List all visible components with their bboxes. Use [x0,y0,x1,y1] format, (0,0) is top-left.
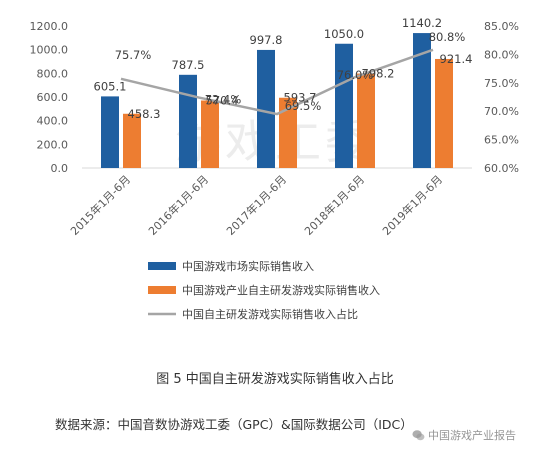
x-category-label: 2019年1月-6月 [379,172,445,238]
figure-caption: 图 5 中国自主研发游戏实际销售收入占比 [156,372,394,387]
bar-market-revenue [179,74,197,168]
ratio-label: 69.5% [285,99,322,113]
legend-label: 中国自主研发游戏实际销售收入占比 [182,307,358,321]
bars [101,33,453,169]
left-tick-label: 200.0 [37,138,69,151]
legend-label: 中国游戏产业自主研发游戏实际销售收入 [182,283,380,297]
x-axis-categories: 2015年1月-6月 2016年1月-6月 2017年1月-6月 2018年1月-6月… [67,172,445,238]
left-tick-label: 0.0 [51,162,69,175]
bar-market-revenue [335,43,353,168]
x-category-label: 2015年1月-6月 [67,172,133,238]
left-axis: 0.0 200.0 400.0 600.0 800.0 1000.0 1200.0 [30,20,69,175]
left-tick-label: 400.0 [37,115,69,128]
legend: 中国游戏市场实际销售收入中国游戏产业自主研发游戏实际销售收入中国自主研发游戏实际… [148,259,380,321]
bar-domestic-label: 798.2 [362,67,395,81]
bar-domestic-revenue [357,73,375,168]
right-tick-label: 65.0% [484,134,519,147]
right-tick-label: 60.0% [484,162,519,175]
data-labels: 605.1 787.5 997.8 1050.0 1140.2 458.3 570.4 593… [94,16,473,121]
ratio-label: 80.8% [429,30,466,44]
wechat-icon [412,429,425,440]
bar-domestic-revenue [279,97,297,168]
right-tick-label: 80.0% [484,48,519,61]
legend-label: 中国游戏市场实际销售收入 [182,259,314,273]
bar-domestic-revenue [435,58,453,168]
bar-market-revenue [413,33,431,169]
left-tick-label: 800.0 [37,67,69,80]
legend-swatch [148,286,176,294]
bar-domestic-label: 593.7 [284,91,317,105]
chart: 游戏工委 0.0200.0400.0600.0800.01000.01200.0… [30,16,519,321]
bar-market-label: 997.8 [250,33,283,47]
bar-market-label: 605.1 [94,79,127,93]
data-source: 数据来源：中国音数协游戏工委（GPC）&国际数据公司（IDC） [55,417,413,432]
watermark-logo-text: 中国游戏产业报告 [428,429,516,442]
bar-market-label: 1140.2 [402,16,442,30]
bar-domestic-revenue [123,113,141,168]
right-tick-label: 70.0% [484,105,519,118]
x-category-label: 2017年1月-6月 [223,172,289,238]
bar-domestic-label: 921.4 [440,52,473,66]
bar-market-revenue [257,49,275,168]
ratio-line-path [120,48,434,116]
x-category-label: 2018年1月-6月 [301,172,367,238]
left-tick-label: 1200.0 [30,20,69,33]
ratio-label: 75.7% [115,48,152,62]
bar-domestic-revenue [201,100,219,168]
ratio-label: 76.0% [337,68,374,82]
bar-market-label: 1050.0 [324,27,364,41]
bar-domestic-label: 458.3 [128,107,161,121]
left-tick-label: 1000.0 [30,44,69,57]
watermark-logo: 中国游戏产业报告 [412,427,550,443]
ratio-label: 72.4% [205,93,242,107]
ratio-line [120,48,434,116]
bar-domestic-label: 570.4 [206,94,239,108]
right-tick-label: 75.0% [484,77,519,90]
left-tick-label: 600.0 [37,91,69,104]
right-tick-label: 85.0% [484,20,519,33]
bar-market-revenue [101,96,119,168]
right-axis: 60.0% 65.0% 70.0% 75.0% 80.0% 85.0% [484,20,519,175]
legend-swatch [148,262,176,270]
bar-market-label: 787.5 [172,58,205,72]
x-category-label: 2016年1月-6月 [145,172,211,238]
